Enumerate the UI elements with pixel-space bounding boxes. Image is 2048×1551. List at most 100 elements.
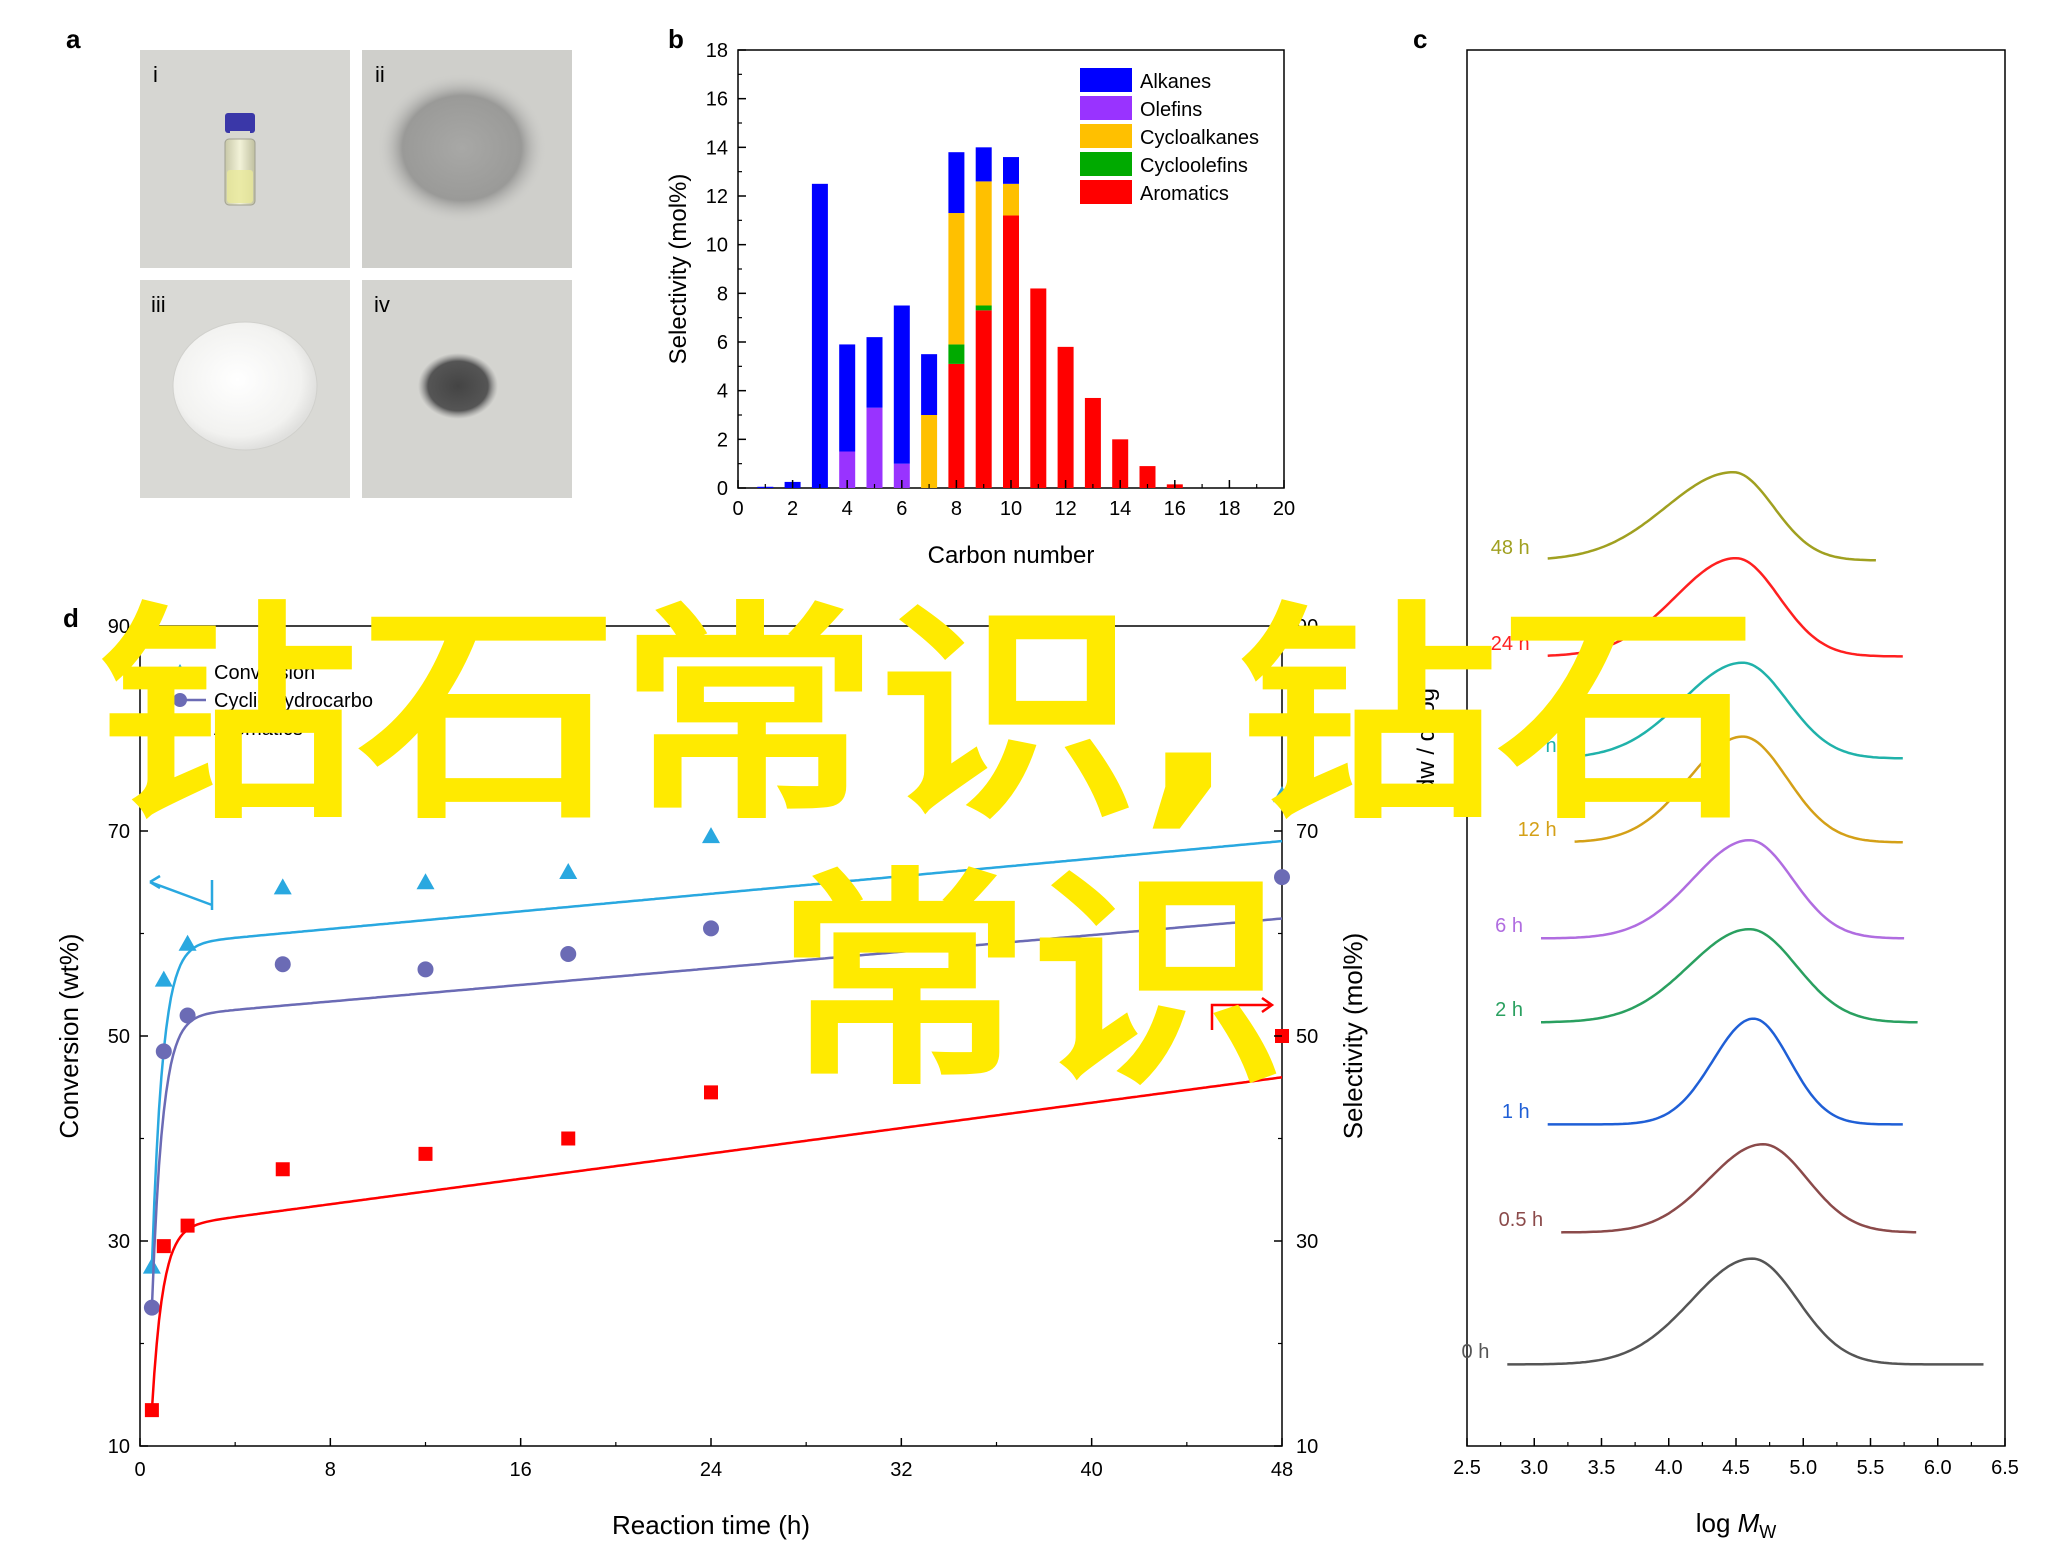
c-xtick-label: 2.5 [1453, 1457, 1481, 1479]
c-xtick-label: 4.5 [1722, 1457, 1750, 1479]
bar-alkanes-c9 [975, 147, 992, 182]
c-curve-48h [1547, 470, 1876, 562]
b-legend-label: Aromatics [1140, 183, 1229, 205]
d-point-aromatics [180, 1218, 195, 1233]
c-curve-18h [1574, 661, 1903, 760]
chart-b-legend: Alkanes Olefins Cycloalkanes Cycloolefins Ar… [1080, 68, 1259, 205]
b-ytick-label: 4 [717, 381, 728, 403]
c-curve-24h [1547, 556, 1903, 658]
d-fit-line [150, 839, 1283, 1267]
b-ytick-label: 2 [717, 429, 728, 451]
d-point-cyclic [143, 1299, 160, 1316]
d-ytick-label-right: 30 [1296, 1231, 1318, 1253]
c-curve-label: 0.5 h [1499, 1209, 1543, 1231]
b-xtick-label: 18 [1218, 498, 1240, 520]
c-curve-2h [1541, 927, 1918, 1024]
d-point-conversion [1273, 786, 1291, 803]
b-xtick-label: 2 [787, 498, 798, 520]
c-xtick-label: 6.5 [1991, 1457, 2019, 1479]
bar-cycloalkanes-c8 [948, 213, 965, 345]
d-point-conversion [142, 1257, 161, 1274]
bar-aromatics-c12 [1057, 346, 1074, 488]
chart-c-lines: 0 h 0.5 h 1 h 2 h 6 h 12 h 18 h 24 h 48 h [1462, 470, 1984, 1366]
d-point-cyclic [703, 920, 719, 937]
bar-aromatics-c9 [975, 310, 992, 488]
d-legend-marker [174, 722, 186, 734]
chart-c-xlabel: log MW [1696, 1508, 1777, 1542]
bar-alkanes-c7 [921, 354, 938, 415]
bar-cycloalkanes-c10 [1003, 183, 1019, 216]
d-point-aromatics [275, 1162, 290, 1177]
bar-aromatics-c8 [948, 363, 965, 488]
c-xtick-label: 6.0 [1924, 1457, 1952, 1479]
d-xtick-label: 8 [325, 1459, 336, 1481]
d-ytick-label-right: 10 [1296, 1436, 1318, 1458]
bar-aromatics-c11 [1030, 288, 1047, 488]
b-xtick-label: 14 [1109, 498, 1131, 520]
d-legend-label: Aromatics [214, 718, 303, 740]
chart-d-legend: Conversion Cyclic hydrocarbo Aromatics [170, 662, 373, 740]
chart-d-xlabel: Reaction time (h) [612, 1510, 810, 1540]
d-point-conversion [702, 827, 720, 844]
d-legend-marker [173, 693, 187, 707]
bar-alkanes-c3 [811, 183, 828, 489]
b-xtick-label: 16 [1164, 498, 1186, 520]
d-ytick-label-right: 50 [1296, 1026, 1318, 1048]
b-xtick-label: 6 [896, 498, 907, 520]
d-point-cyclic [1274, 869, 1290, 886]
d-point-conversion [559, 863, 578, 879]
chart-d-ylabel-left: Conversion (wt%) [54, 933, 84, 1138]
b-legend-swatch [1080, 152, 1132, 176]
c-xtick-label: 4.0 [1655, 1457, 1683, 1479]
b-ytick-label: 10 [706, 235, 728, 257]
right-axis-arrow-icon [1210, 996, 1275, 1030]
b-ytick-label: 12 [706, 186, 728, 208]
b-legend-label: Olefins [1140, 99, 1202, 121]
chart-c-axes: 2.5 3.0 3.5 4.0 4.5 5.0 5.5 6.0 6.5 [1453, 1438, 2019, 1479]
b-xtick-label: 12 [1054, 498, 1076, 520]
c-xtick-label: 3.0 [1520, 1457, 1548, 1479]
grey-powder [377, 73, 547, 223]
left-axis-arrow-icon [149, 874, 214, 910]
photo-label-ii: ii [375, 62, 385, 87]
c-curve-12h [1574, 735, 1903, 844]
c-xtick-label: 3.5 [1588, 1457, 1616, 1479]
d-legend-marker [172, 664, 188, 678]
bar-alkanes-c6 [893, 305, 910, 464]
d-point-aromatics [561, 1131, 576, 1146]
chart-b-axes: 0 2 4 6 8 10 12 14 16 18 20 0 2 4 6 8 10 12 14 16 18 [706, 40, 1295, 520]
d-xtick-label: 32 [890, 1459, 912, 1481]
b-ytick-label: 6 [717, 332, 728, 354]
b-legend-label: Cycloolefins [1140, 155, 1248, 177]
d-ytick-label-left: 50 [108, 1026, 130, 1048]
panel-a-photos: i ii iii iv [140, 50, 572, 498]
bar-cycloalkanes-c9 [975, 181, 992, 306]
c-curve-label: 12 h [1518, 819, 1557, 841]
b-legend-label: Alkanes [1140, 71, 1211, 93]
d-point-aromatics [144, 1403, 159, 1418]
bar-alkanes-c4 [839, 344, 856, 452]
d-ytick-label-left: 70 [108, 821, 130, 843]
b-xtick-label: 20 [1273, 498, 1295, 520]
c-curve-05h [1561, 1142, 1917, 1234]
d-ytick-label-left: 30 [108, 1231, 130, 1253]
d-point-aromatics [418, 1146, 433, 1161]
bar-olefins-c5 [866, 407, 883, 488]
d-point-cyclic [179, 1007, 196, 1024]
b-xtick-label: 10 [1000, 498, 1022, 520]
d-legend-label: Cyclic hydrocarbo [214, 690, 373, 712]
d-fit-line [150, 917, 1283, 1308]
b-xtick-label: 8 [951, 498, 962, 520]
bar-cycloalkanes-c7 [921, 415, 938, 488]
bar-aromatics-c13 [1084, 397, 1101, 488]
chart-b: 0 2 4 6 8 10 12 14 16 18 20 0 2 4 6 8 10 12 14 16 18 Carbon … [665, 40, 1295, 569]
bar-alkanes-c10 [1003, 157, 1019, 184]
d-xtick-label: 16 [510, 1459, 532, 1481]
d-point-conversion [273, 878, 292, 895]
c-curve-label: 0 h [1462, 1341, 1490, 1363]
bar-cycloolefins-c9 [975, 305, 992, 311]
d-point-cyclic [274, 956, 291, 973]
d-fit-line [150, 1076, 1283, 1411]
watermark-line-2: 常识 [776, 850, 1286, 1117]
